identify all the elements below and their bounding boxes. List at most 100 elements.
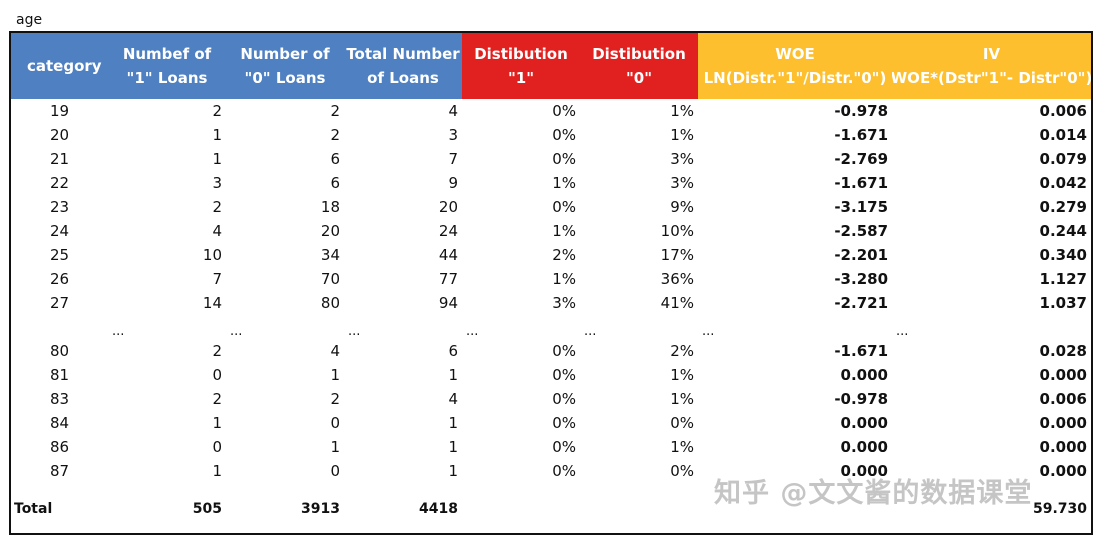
total-label[interactable]: Total — [14, 501, 53, 517]
cell-category[interactable]: 20 — [49, 126, 70, 144]
cell-iv[interactable]: 0.244 — [1039, 222, 1087, 240]
cell-zeros-loans[interactable]: 6 — [330, 150, 340, 168]
cell-ones-loans[interactable]: 0 — [212, 366, 222, 384]
cell-ones-loans[interactable]: 2 — [212, 102, 222, 120]
cell-dist-ones[interactable]: 3% — [552, 294, 576, 312]
cell-total-loans[interactable]: 4 — [448, 390, 458, 408]
cell-dist-ones[interactable]: 0% — [552, 366, 576, 384]
cell-ones-loans[interactable]: 0 — [212, 438, 222, 456]
cell-ones-loans[interactable]: 1 — [212, 462, 222, 480]
cell-dist-ones[interactable]: 0% — [552, 198, 576, 216]
table-row[interactable]: 86 0 1 1 0% 1% 0.000 0.000 — [11, 435, 1091, 459]
cell-dist-zeros[interactable]: 1% — [670, 390, 694, 408]
cell-ones-loans[interactable]: 10 — [202, 246, 222, 264]
cell-dist-ones[interactable]: 0% — [552, 342, 576, 360]
cell-zeros-loans[interactable]: 1 — [330, 438, 340, 456]
cell-ones-loans[interactable]: 2 — [212, 390, 222, 408]
cell-category[interactable]: 19 — [49, 102, 70, 120]
cell-dist-zeros[interactable]: 3% — [670, 150, 694, 168]
cell-dist-ones[interactable]: 1% — [552, 270, 576, 288]
cell-dist-ones[interactable]: 1% — [552, 222, 576, 240]
cell-dist-zeros[interactable]: 2% — [670, 342, 694, 360]
cell-woe[interactable]: -1.671 — [834, 342, 888, 360]
cell-dist-ones[interactable]: 0% — [552, 150, 576, 168]
cell-iv[interactable]: 0.000 — [1039, 414, 1087, 432]
cell-dist-zeros[interactable]: 9% — [670, 198, 694, 216]
total-all[interactable]: 4418 — [419, 501, 458, 517]
cell-category[interactable]: 86 — [49, 438, 70, 456]
cell-ones-loans[interactable]: 2 — [212, 342, 222, 360]
cell-zeros-loans[interactable]: 4 — [330, 342, 340, 360]
cell-ones-loans[interactable]: 14 — [202, 294, 222, 312]
cell-woe[interactable]: -2.587 — [834, 222, 888, 240]
table-row[interactable]: 81 0 1 1 0% 1% 0.000 0.000 — [11, 363, 1091, 387]
header-iv[interactable]: IV WOE*(Dstr"1"- Distr"0") — [892, 33, 1091, 99]
cell-dist-ones[interactable]: 1% — [552, 174, 576, 192]
cell-dist-ones[interactable]: 0% — [552, 414, 576, 432]
total-zeros[interactable]: 3913 — [301, 501, 340, 517]
cell-dist-zeros[interactable]: 1% — [670, 102, 694, 120]
cell-zeros-loans[interactable]: 0 — [330, 414, 340, 432]
cell-dist-zeros[interactable]: 1% — [670, 438, 694, 456]
table-row[interactable]: 24 4 20 24 1% 10% -2.587 0.244 — [11, 219, 1091, 243]
cell-zeros-loans[interactable]: 0 — [330, 462, 340, 480]
table-row[interactable]: 21 1 6 7 0% 3% -2.769 0.079 — [11, 147, 1091, 171]
cell-woe[interactable]: -2.769 — [834, 150, 888, 168]
header-zeros-loans[interactable]: Number of "0" Loans — [226, 33, 344, 99]
cell-dist-ones[interactable]: 0% — [552, 102, 576, 120]
table-row[interactable]: 87 1 0 1 0% 0% 0.000 0.000 — [11, 459, 1091, 483]
table-row[interactable]: 23 2 18 20 0% 9% -3.175 0.279 — [11, 195, 1091, 219]
cell-zeros-loans[interactable]: 34 — [320, 246, 340, 264]
cell-dist-zeros[interactable]: 17% — [660, 246, 694, 264]
cell-zeros-loans[interactable]: 18 — [320, 198, 340, 216]
cell-iv[interactable]: 0.042 — [1039, 174, 1087, 192]
cell-zeros-loans[interactable]: 2 — [330, 390, 340, 408]
cell-total-loans[interactable]: 77 — [438, 270, 458, 288]
cell-category[interactable]: 23 — [49, 198, 70, 216]
cell-total-loans[interactable]: 7 — [448, 150, 458, 168]
cell-category[interactable]: 81 — [49, 366, 70, 384]
cell-iv[interactable]: 0.079 — [1039, 150, 1087, 168]
cell-dist-zeros[interactable]: 1% — [670, 366, 694, 384]
header-total-loans[interactable]: Total Number of Loans — [344, 33, 462, 99]
cell-total-loans[interactable]: 1 — [448, 462, 458, 480]
cell-iv[interactable]: 0.006 — [1039, 390, 1087, 408]
cell-dist-zeros[interactable]: 41% — [660, 294, 694, 312]
cell-ones-loans[interactable]: 4 — [212, 222, 222, 240]
cell-total-loans[interactable]: 1 — [448, 438, 458, 456]
cell-woe[interactable]: -2.201 — [834, 246, 888, 264]
table-row[interactable]: 84 1 0 1 0% 0% 0.000 0.000 — [11, 411, 1091, 435]
cell-woe[interactable]: -0.978 — [834, 102, 888, 120]
cell-iv[interactable]: 0.340 — [1039, 246, 1087, 264]
cell-category[interactable]: 87 — [49, 462, 70, 480]
cell-iv[interactable]: 0.014 — [1039, 126, 1087, 144]
cell-woe[interactable]: -1.671 — [834, 126, 888, 144]
total-iv[interactable]: 59.730 — [1032, 501, 1087, 517]
cell-woe[interactable]: -3.175 — [834, 198, 888, 216]
cell-woe[interactable]: 0.000 — [840, 366, 888, 384]
cell-zeros-loans[interactable]: 80 — [320, 294, 340, 312]
cell-dist-ones[interactable]: 0% — [552, 390, 576, 408]
cell-category[interactable]: 22 — [49, 174, 70, 192]
table-row[interactable]: 22 3 6 9 1% 3% -1.671 0.042 — [11, 171, 1091, 195]
cell-iv[interactable]: 0.000 — [1039, 438, 1087, 456]
cell-woe[interactable]: -0.978 — [834, 390, 888, 408]
header-woe[interactable]: WOE LN(Distr."1"/Distr."0") — [698, 33, 892, 99]
cell-woe[interactable]: -3.280 — [834, 270, 888, 288]
cell-ones-loans[interactable]: 1 — [212, 126, 222, 144]
cell-zeros-loans[interactable]: 6 — [330, 174, 340, 192]
table-row[interactable]: 80 2 4 6 0% 2% -1.671 0.028 — [11, 339, 1091, 363]
cell-woe[interactable]: 0.000 — [840, 462, 888, 480]
cell-ones-loans[interactable]: 1 — [212, 150, 222, 168]
cell-iv[interactable]: 0.028 — [1039, 342, 1087, 360]
cell-dist-zeros[interactable]: 0% — [670, 462, 694, 480]
cell-category[interactable]: 26 — [49, 270, 70, 288]
cell-category[interactable]: 83 — [49, 390, 70, 408]
header-dist-ones[interactable]: Distibution "1" — [462, 33, 580, 99]
cell-category[interactable]: 21 — [49, 150, 70, 168]
cell-total-loans[interactable]: 3 — [448, 126, 458, 144]
cell-iv[interactable]: 0.279 — [1039, 198, 1087, 216]
cell-total-loans[interactable]: 44 — [438, 246, 458, 264]
cell-dist-zeros[interactable]: 1% — [670, 126, 694, 144]
cell-total-loans[interactable]: 94 — [438, 294, 458, 312]
